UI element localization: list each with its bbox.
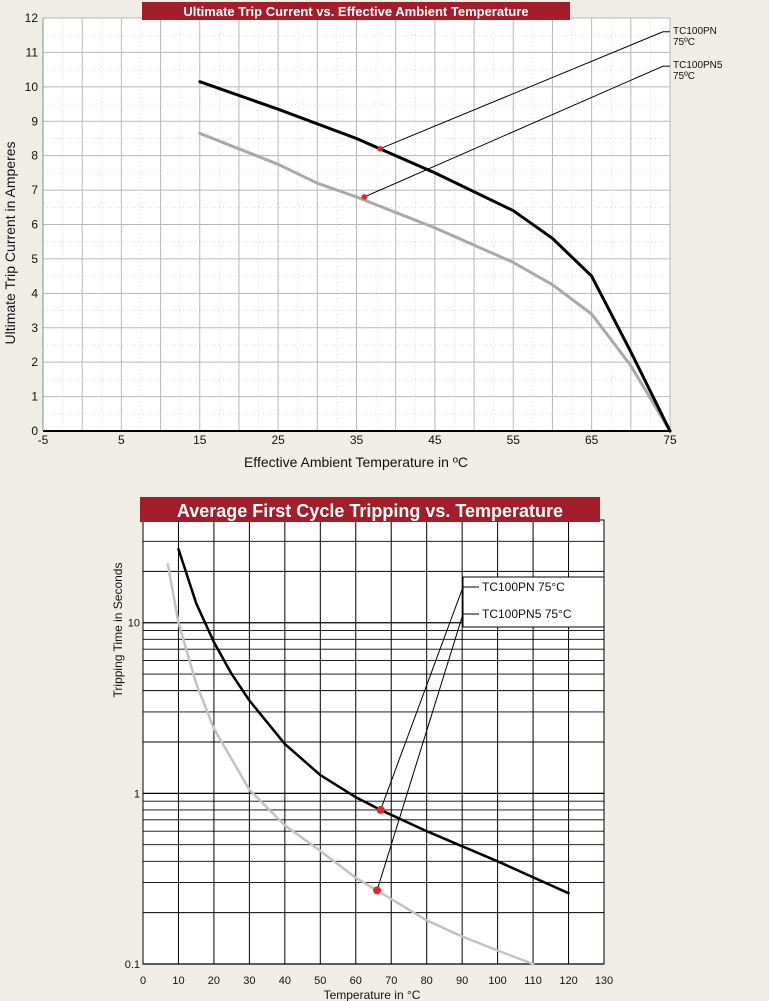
- chart1-series-label-line: TC100PN: [673, 26, 717, 37]
- chart1-series-label-line: TC100PN5: [673, 60, 723, 71]
- chart1-y-axis-label: Ultimate Trip Current in Amperes: [2, 141, 18, 344]
- chart1-x-tick-label: 15: [193, 433, 207, 447]
- chart2-legend: TC100PN 75°C TC100PN5 75°C: [373, 576, 605, 895]
- chart2-legend-box: [462, 576, 605, 628]
- chart2-x-tick-label: 0: [140, 975, 146, 987]
- chart2-x-tick-label: 60: [350, 975, 362, 987]
- chart2-x-tick-label: 110: [524, 975, 542, 987]
- chart2-y-tick-label: 10: [128, 618, 140, 630]
- chart2-title-banner: [140, 497, 600, 522]
- chart1-x-tick-label: 55: [507, 433, 521, 447]
- chart2-x-tick-label: 70: [385, 975, 397, 987]
- chart2-leader-line-tc100pn-75-c: [380, 586, 464, 811]
- chart1-y-tick-label: 3: [31, 321, 38, 335]
- chart2-series: [166, 547, 570, 966]
- chart1-y-tick-label: 12: [25, 11, 39, 25]
- chart1-series: [198, 80, 672, 433]
- chart1-marker-tc100pn-75-c: [377, 145, 383, 152]
- chart1-series-line-tc100pn-75-c: [198, 80, 672, 433]
- chart2-marker-tc100pn5-75-c: [373, 886, 382, 895]
- chart2-x-tick-label: 50: [314, 975, 326, 987]
- chart1-y-tick-label: 10: [25, 80, 39, 94]
- chart1-x-axis-label: Effective Ambient Temperature in ºC: [244, 454, 468, 470]
- chart1-x-tick-label: 25: [271, 433, 285, 447]
- chart2-series-line-tc100pn-75-c: [177, 547, 570, 895]
- chart2-x-tick-label: 80: [421, 975, 433, 987]
- chart2-legend-entry-tc100pn-75-c: TC100PN 75°C: [482, 580, 565, 594]
- chart1-y-tick-label: 8: [31, 149, 38, 163]
- chart-first-cycle-tripping: TC100PN 75°C TC100PN5 75°C 0 10 20 30 40 50 60 7…: [111, 497, 613, 1001]
- chart2-x-axis-label: Temperature in °C: [324, 988, 421, 1001]
- chart1-series-label-line: 75ºC: [673, 71, 695, 82]
- chart1-leader-line-tc100pn5-75-c: [364, 65, 664, 198]
- chart2-legend-entry-tc100pn5-75-c: TC100PN5 75°C: [482, 607, 572, 621]
- chart1-y-tick-label: 1: [31, 390, 38, 404]
- chart1-y-tick-label: 5: [31, 252, 38, 266]
- chart1-y-tick-label: 0: [31, 424, 38, 438]
- chart2-y-axis-label: Tripping Time in Seconds: [111, 563, 125, 698]
- chart1-marker-tc100pn5-75-c: [361, 194, 368, 200]
- chart1-x-tick-label: 35: [350, 433, 364, 447]
- chart1-series-label-tc100pn-75-c: TC100PN 75ºC: [673, 26, 717, 48]
- chart2-x-tick-label: 40: [279, 975, 291, 987]
- chart1-title-banner: [142, 2, 570, 20]
- chart1-series-line-tc100pn5-75-c: [198, 131, 672, 433]
- chart1-axes: [42, 18, 670, 432]
- chart1-x-tick-label: 45: [428, 433, 442, 447]
- chart2-y-tick-label: 1: [134, 788, 140, 800]
- chart2-series-line-tc100pn5-75-c: [166, 563, 535, 966]
- chart2-x-tick-label: 20: [208, 975, 220, 987]
- chart1-y-tick-label: 4: [31, 286, 38, 300]
- chart1-y-tick-label: 7: [31, 183, 38, 197]
- chart1-y-tick-label: 6: [31, 218, 38, 232]
- chart1-y-tick-label: 11: [26, 45, 39, 59]
- chart2-x-tick-label: 30: [243, 975, 255, 987]
- chart2-x-tick-label: 90: [456, 975, 468, 987]
- chart2-x-tick-label: 100: [488, 975, 506, 987]
- chart1-x-tick-label: 5: [118, 433, 125, 447]
- chart1-title: Ultimate Trip Current vs. Effective Ambi…: [183, 4, 528, 19]
- chart2-leader-line-tc100pn5-75-c: [376, 613, 464, 891]
- chart1-x-tick-label: -5: [38, 433, 49, 447]
- chart2-marker-tc100pn-75-c: [376, 805, 385, 814]
- chart1-series-label-line: 75ºC: [673, 37, 695, 48]
- chart2-x-tick-label: 130: [595, 975, 613, 987]
- chart1-series-label-tc100pn5-75-c: TC100PN5 75ºC: [673, 60, 723, 82]
- chart1-leader-line-tc100pn-75-c: [379, 31, 664, 150]
- chart1-y-tick-label: 2: [31, 355, 38, 369]
- chart2-x-tick-label: 120: [559, 975, 577, 987]
- chart1-x-tick-label: 65: [585, 433, 599, 447]
- chart1-x-tick-label: 75: [663, 433, 677, 447]
- chart1-y-tick-label: 9: [31, 114, 38, 128]
- chart2-x-tick-label: 10: [172, 975, 184, 987]
- chart2-title: Average First Cycle Tripping vs. Tempera…: [177, 501, 563, 521]
- chart2-y-tick-label: 0.1: [125, 959, 140, 971]
